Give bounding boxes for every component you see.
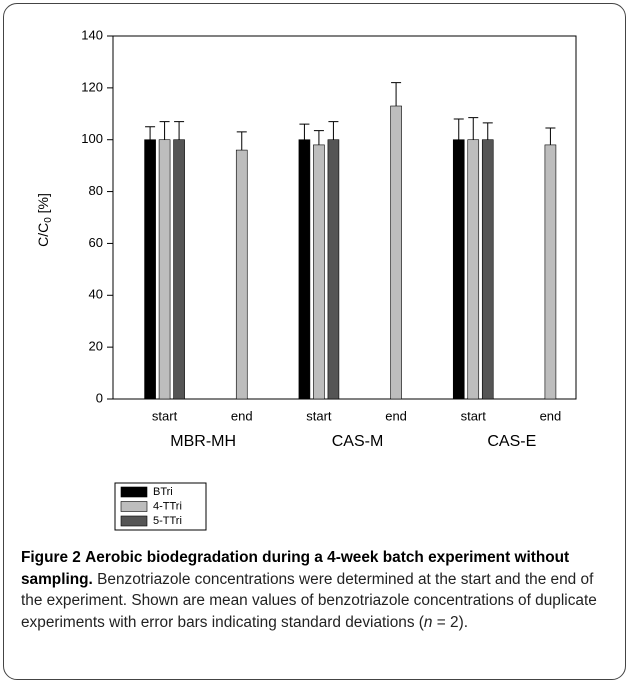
error-bar	[145, 126, 156, 140]
group-label: CAS-M	[332, 433, 384, 450]
bar	[467, 139, 480, 400]
caption-italic: n	[423, 613, 433, 631]
legend-label: 5-TTri	[153, 515, 182, 527]
y-axis-label: C/C0 [%]	[35, 193, 54, 247]
x-tick-label: end	[231, 408, 253, 423]
error-bar	[545, 127, 556, 145]
plot-frame	[112, 35, 577, 400]
bar	[298, 139, 311, 400]
bar	[173, 139, 185, 400]
caption-body: Benzotriazole concentrations were determ…	[21, 570, 597, 631]
x-tick-label: end	[385, 408, 407, 423]
y-label-main: C/C	[35, 223, 51, 247]
group-label: MBR-MH	[170, 433, 236, 450]
bar	[235, 149, 248, 400]
y-tick-label: 20	[89, 339, 103, 354]
error-bar	[159, 121, 170, 140]
y-tick-label: 60	[89, 235, 103, 250]
bar	[327, 139, 340, 400]
x-tick-label: start	[306, 408, 332, 423]
figure-frame: C/C0 [%] 0 20 40 60 80 100 120 140 start end start…	[3, 3, 626, 680]
legend-label: 4-TTri	[153, 500, 182, 512]
error-bar	[391, 82, 402, 107]
error-bar	[328, 121, 339, 140]
x-tick-label: end	[540, 408, 562, 423]
y-tick-label: 80	[89, 183, 103, 198]
caption-end: = 2).	[432, 613, 468, 631]
bar	[390, 105, 402, 400]
bar	[481, 139, 494, 400]
y-tick-label: 120	[81, 79, 103, 94]
error-bar	[299, 123, 310, 140]
legend-swatch	[120, 501, 148, 512]
legend-swatch	[120, 515, 148, 527]
error-bar	[313, 130, 324, 145]
legend-label: BTri	[153, 486, 173, 498]
group-label: CAS-E	[487, 433, 536, 450]
error-bar	[236, 131, 247, 151]
y-tick-label: 0	[96, 390, 103, 405]
caption-label: Figure 2	[21, 549, 81, 566]
legend-swatch	[120, 486, 148, 498]
error-bar	[482, 122, 493, 140]
error-bar	[453, 118, 464, 140]
bar	[144, 139, 156, 400]
y-label-sub: 0	[43, 217, 54, 223]
y-label-suffix: [%]	[35, 193, 51, 217]
bar	[313, 144, 325, 400]
bar	[452, 139, 465, 400]
caption: Figure 2 Aerobic biodegradation during a…	[21, 547, 616, 633]
error-bar	[174, 121, 185, 140]
caption-title: Aerobic biodegradation during a 4-week b…	[21, 549, 570, 588]
y-tick-label: 140	[81, 27, 103, 42]
y-tick-label: 100	[81, 131, 103, 146]
x-tick-label: start	[152, 408, 178, 423]
error-bar	[468, 117, 479, 140]
bar	[158, 139, 171, 400]
bar	[544, 144, 557, 400]
y-tick-label: 40	[89, 287, 103, 302]
x-tick-label: start	[461, 408, 487, 423]
